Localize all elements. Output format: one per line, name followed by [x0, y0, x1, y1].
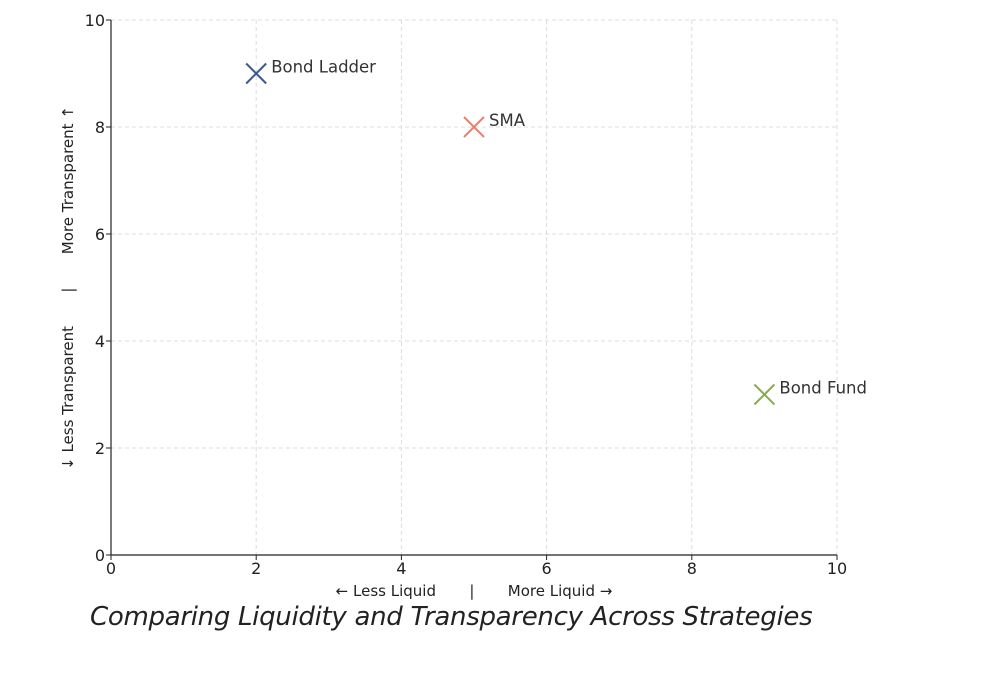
chart-caption: Comparing Liquidity and Transparency Acr…	[90, 602, 813, 632]
point-label: Bond Fund	[779, 379, 867, 398]
point-label: Bond Ladder	[271, 58, 376, 77]
data-point: Bond Fund	[753, 379, 867, 406]
x-axis-label: ← Less Liquid | More Liquid →	[336, 582, 613, 600]
data-point: Bond Ladder	[245, 58, 376, 85]
y-tick-label: 2	[95, 439, 105, 458]
x-tick-label: 0	[106, 559, 116, 578]
y-tick-label: 10	[85, 11, 105, 30]
point-label: SMA	[489, 111, 526, 130]
y-axis-label: ↓ Less Transparent | More Transparent ↑	[59, 106, 77, 470]
point-marker	[245, 62, 267, 85]
point-marker	[753, 383, 776, 406]
grid-lines	[111, 19, 838, 555]
x-tick-label: 8	[687, 559, 697, 578]
y-tick-label: 0	[95, 546, 105, 565]
x-tick-label: 2	[251, 559, 261, 578]
data-points: Bond Ladder SMA Bond Fund	[245, 58, 867, 406]
y-tick-label: 8	[95, 118, 105, 137]
data-point: SMA	[463, 111, 526, 138]
axes	[110, 20, 837, 556]
point-marker	[463, 116, 485, 138]
x-tick-label: 4	[396, 559, 406, 578]
y-tick-label: 6	[95, 225, 105, 244]
x-tick-label: 10	[827, 559, 847, 578]
x-tick-label: 6	[542, 559, 552, 578]
x-axis-ticks: 0 2 4 6 8 10	[106, 555, 847, 578]
y-axis-ticks: 0 2 4 6 8 10	[85, 11, 111, 565]
y-tick-label: 4	[95, 332, 105, 351]
